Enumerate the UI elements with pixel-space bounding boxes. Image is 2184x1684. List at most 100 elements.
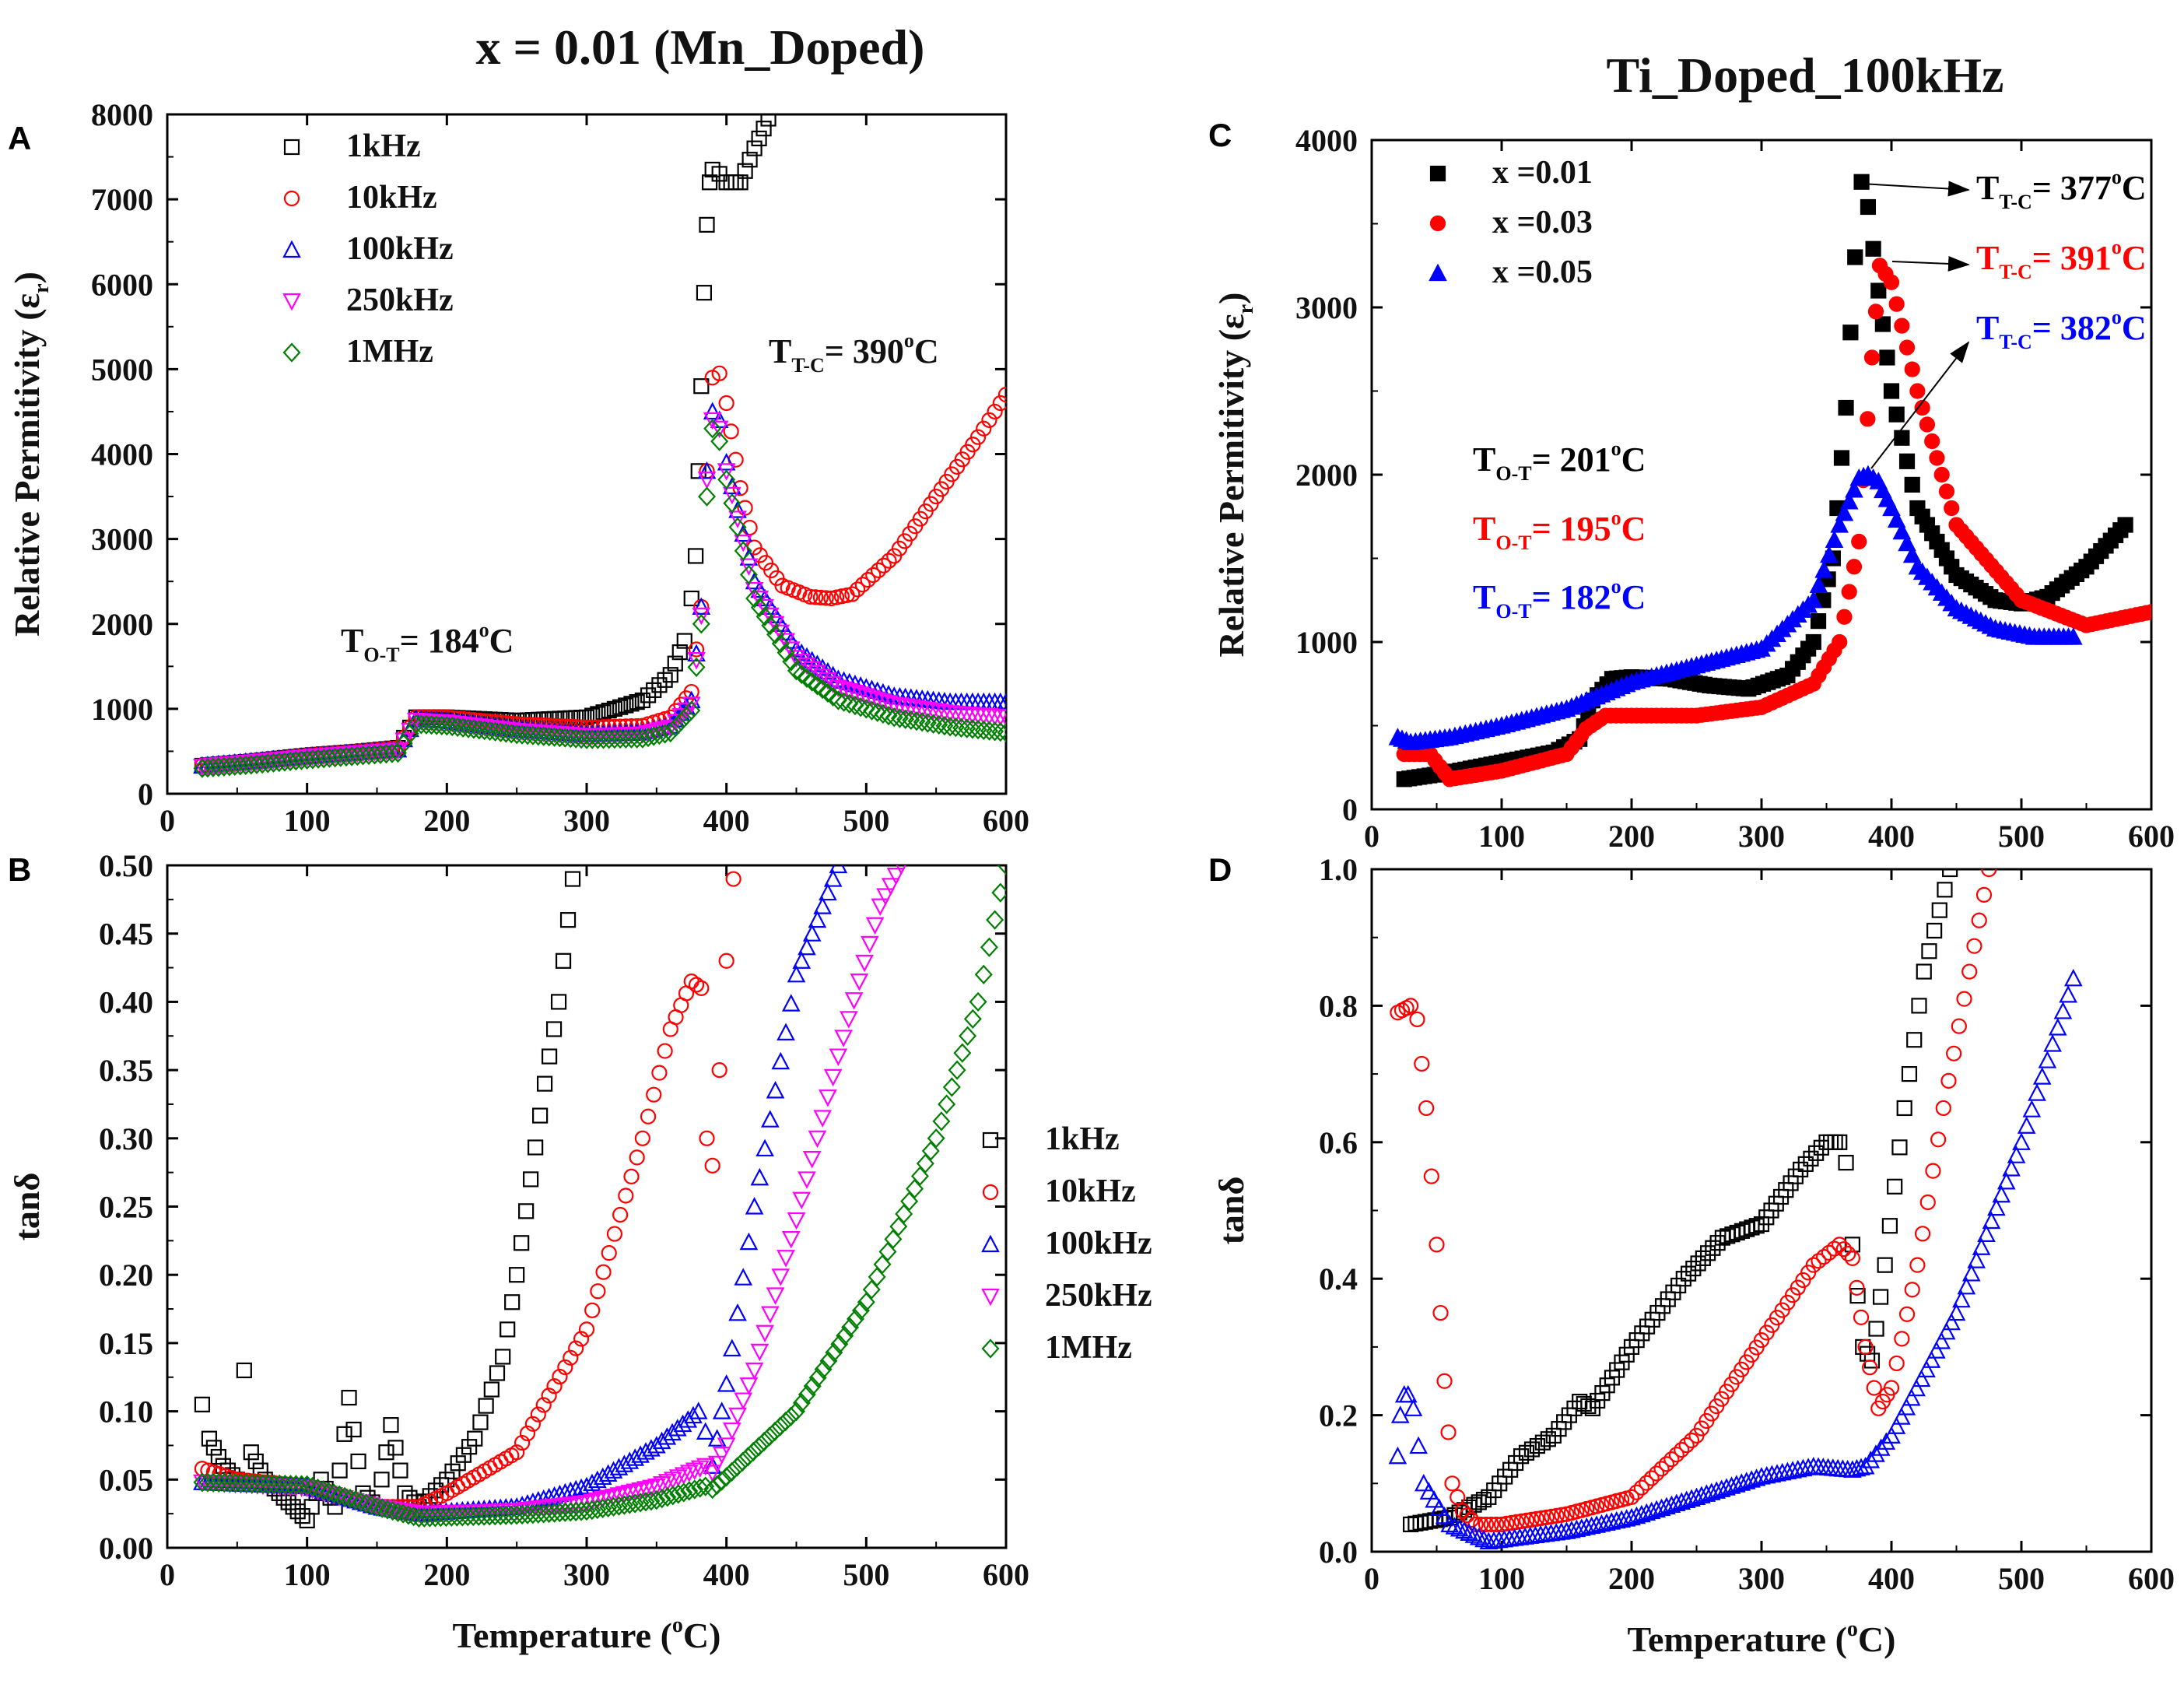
data-point xyxy=(1475,1492,1492,1508)
data-point xyxy=(728,1303,747,1321)
data-point xyxy=(647,1478,666,1496)
data-point xyxy=(1894,1331,1910,1347)
data-point xyxy=(723,1423,741,1440)
data-point xyxy=(812,589,829,606)
data-point xyxy=(464,719,483,739)
data-point xyxy=(1924,433,1940,450)
series-10kHz xyxy=(194,871,741,1515)
data-point xyxy=(1797,1156,1814,1172)
panel-c: 0 100 200 300 400 500 600 0 1000 2000 3000 4000 Rela… xyxy=(1211,123,2175,854)
data-point xyxy=(384,1501,402,1521)
data-point xyxy=(405,1507,423,1527)
data-point xyxy=(760,1306,780,1324)
data-point xyxy=(1882,498,1901,517)
data-point xyxy=(454,717,472,738)
data-point xyxy=(541,1388,557,1404)
x-tick-label: 100 xyxy=(1478,819,1525,854)
data-point xyxy=(723,486,741,505)
x-tick-label: 600 xyxy=(2128,1561,2175,1596)
data-point xyxy=(1757,1465,1776,1484)
data-point xyxy=(813,1110,833,1128)
data-point xyxy=(991,882,1006,903)
data-point xyxy=(683,973,699,990)
data-point xyxy=(1838,1155,1854,1171)
data-point xyxy=(294,1507,310,1524)
data-point xyxy=(397,1485,413,1501)
data-point xyxy=(1404,1398,1423,1416)
data-point xyxy=(879,695,898,713)
data-point xyxy=(1841,584,1857,600)
y-tick-label: 0.8 xyxy=(1319,988,1358,1023)
data-point xyxy=(958,718,976,739)
data-point xyxy=(782,1406,801,1426)
data-point xyxy=(1887,1416,1906,1434)
data-point xyxy=(953,1043,972,1063)
x-tick-label: 300 xyxy=(563,1557,610,1592)
data-point xyxy=(1580,1398,1597,1415)
data-point xyxy=(2012,1132,2031,1150)
y-tick-label: 1000 xyxy=(91,692,153,727)
panel-label-d: D xyxy=(1208,851,1232,888)
data-point xyxy=(997,387,1006,403)
data-point xyxy=(1582,1516,1601,1535)
data-point xyxy=(879,705,898,726)
data-point xyxy=(1587,1515,1606,1533)
data-point xyxy=(830,1334,849,1354)
data-point xyxy=(523,1171,539,1188)
data-point xyxy=(1853,1309,1870,1325)
x-tick-label: 100 xyxy=(1478,1561,1525,1596)
data-point xyxy=(840,1011,858,1029)
data-point xyxy=(760,607,780,626)
data-point xyxy=(541,1048,558,1065)
data-point xyxy=(1891,1139,1908,1156)
x-tick-label: 400 xyxy=(703,1557,750,1592)
data-point xyxy=(906,1178,924,1199)
data-point xyxy=(2032,1067,2052,1085)
data-point xyxy=(766,616,785,634)
data-point xyxy=(1909,1257,1926,1273)
data-point xyxy=(593,1491,612,1509)
data-point xyxy=(1898,1306,1916,1322)
data-point xyxy=(642,1479,661,1498)
data-point xyxy=(855,954,874,973)
data-point xyxy=(1846,559,1863,575)
data-point xyxy=(823,1068,843,1087)
data-point xyxy=(986,910,1004,930)
y-tick-label: 7000 xyxy=(91,182,153,217)
data-point xyxy=(640,1108,657,1124)
data-point xyxy=(1683,1432,1700,1449)
data-point xyxy=(668,1419,687,1437)
data-point xyxy=(352,1492,370,1512)
data-point xyxy=(766,1421,784,1442)
title-left: x = 0.01 (Mn_Doped) xyxy=(476,19,925,75)
data-point xyxy=(697,461,717,479)
data-point xyxy=(1956,991,1972,1007)
data-point xyxy=(896,865,906,875)
data-point xyxy=(1942,869,1958,878)
data-point xyxy=(319,1482,338,1502)
data-point xyxy=(850,581,866,598)
data-point xyxy=(1863,1352,1881,1369)
data-layer xyxy=(1388,174,2151,788)
data-point xyxy=(798,937,816,956)
data-point xyxy=(776,1023,795,1040)
panel-label-a: A xyxy=(8,120,31,156)
data-point xyxy=(687,657,706,678)
data-point xyxy=(552,1368,568,1385)
data-point xyxy=(1877,1432,1896,1450)
data-point xyxy=(787,1212,806,1230)
data-point xyxy=(1793,1458,1813,1477)
data-point xyxy=(1937,1321,1956,1340)
y-axis-label: tanδ xyxy=(7,1173,47,1241)
data-point xyxy=(1931,902,1947,918)
data-point xyxy=(865,917,885,935)
data-point xyxy=(324,1483,343,1503)
data-point xyxy=(335,1486,354,1507)
data-point xyxy=(913,712,931,732)
data-point xyxy=(963,719,982,739)
data-point xyxy=(1844,1237,1860,1253)
data-point xyxy=(1897,1398,1916,1416)
data-point xyxy=(1808,1145,1825,1161)
data-point xyxy=(673,1414,692,1433)
data-point xyxy=(604,1488,623,1507)
